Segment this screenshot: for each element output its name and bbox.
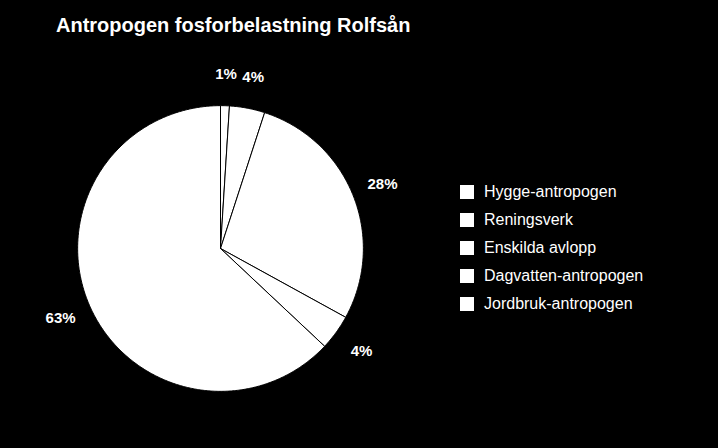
- html-text:Reningsverk: Reningsverk: [484, 211, 573, 228]
- html-text:Enskilda avlopp: Enskilda avlopp: [484, 239, 597, 256]
- html-text:Hygge-antropogen: Hygge-antropogen: [484, 183, 617, 200]
- svg-text:63%: 63%: [46, 309, 76, 326]
- svg-text:4%: 4%: [351, 342, 373, 359]
- svg-text:1%: 1%: [215, 65, 237, 82]
- html-text:Jordbruk-antropogen: Jordbruk-antropogen: [484, 295, 633, 312]
- html-text:Antropogen fosforbelastning Ro: Antropogen fosforbelastning Rolfsån: [56, 14, 411, 36]
- svg-text:28%: 28%: [368, 175, 398, 192]
- svg-text:4%: 4%: [242, 68, 264, 85]
- html-text:Dagvatten-antropogen: Dagvatten-antropogen: [484, 267, 644, 284]
